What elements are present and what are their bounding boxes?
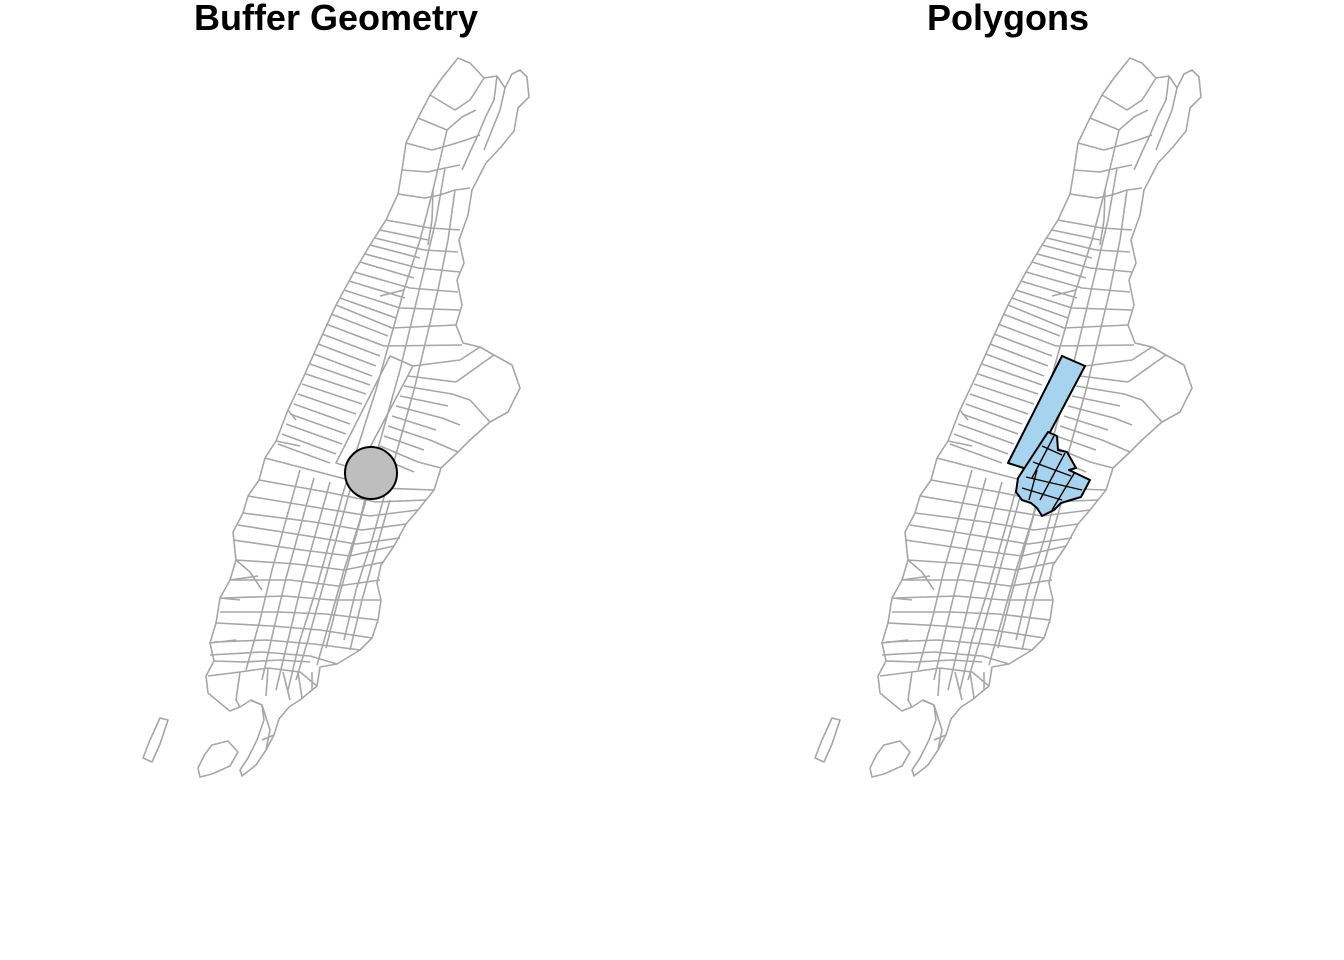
buffer-geometry-panel: Buffer Geometry <box>142 0 530 778</box>
polygons-map <box>814 57 1202 778</box>
polygons-panel: Polygons <box>672 0 1344 960</box>
buffer-circle <box>344 446 398 500</box>
panel-title: Buffer Geometry <box>193 0 479 38</box>
panel-title: Polygons <box>926 0 1090 38</box>
selected-polygon-dividers <box>1021 435 1083 511</box>
tract-layer <box>142 57 530 778</box>
selected-polygon-block <box>1015 431 1091 517</box>
selected-polygons-layer <box>1007 355 1091 517</box>
tract-layer <box>814 57 1202 778</box>
buffer-geometry-map <box>142 57 530 778</box>
buffer-layer <box>344 446 398 500</box>
